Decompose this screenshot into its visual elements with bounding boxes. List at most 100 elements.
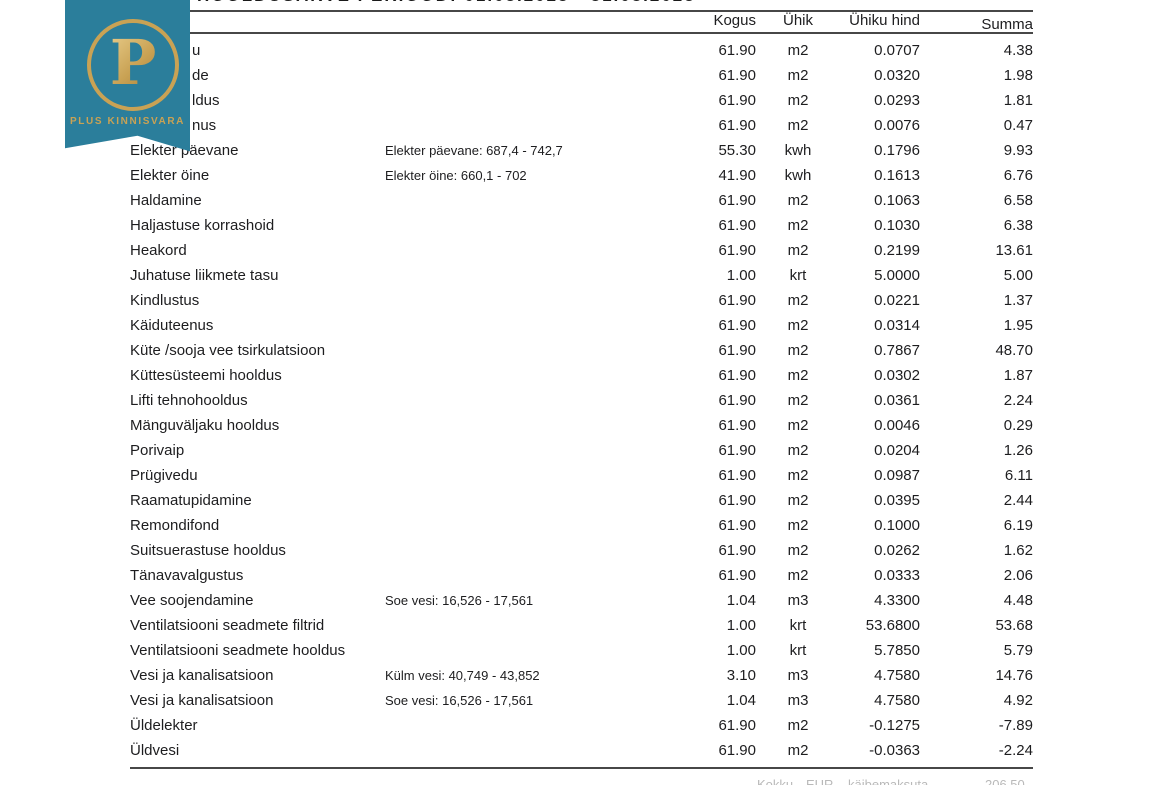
column-header-summa: Summa [981, 16, 1033, 33]
table-row: Prügivedu 61.90 m2 0.0987 6.11 [0, 463, 1170, 488]
cell-kogus: 61.90 [718, 392, 756, 409]
cell-uhiku-hind: 0.1613 [874, 167, 920, 184]
cell-uhik: m3 [787, 667, 809, 684]
cell-uhiku-hind: 0.0707 [874, 42, 920, 59]
table-header-row: Kogus Ühik Ühiku hind Summa [0, 12, 1170, 33]
table-top-divider [130, 10, 1033, 12]
cell-uhik: m2 [787, 467, 809, 484]
cell-summa: 0.47 [1003, 117, 1033, 134]
cell-uhiku-hind: 0.0262 [874, 542, 920, 559]
cell-kogus: 61.90 [718, 442, 756, 459]
cell-uhik: krt [789, 642, 807, 659]
cell-summa: 0.29 [1003, 417, 1033, 434]
table-row: Heakord 61.90 m2 0.2199 13.61 [0, 238, 1170, 263]
cell-summa: 53.68 [995, 617, 1033, 634]
row-label: u [192, 42, 201, 59]
cell-uhik: m2 [787, 117, 809, 134]
row-label: Elekter öine [130, 167, 210, 184]
cell-uhiku-hind: 0.0293 [874, 92, 920, 109]
cell-kogus: 1.00 [726, 267, 756, 284]
cell-uhiku-hind: 0.1063 [874, 192, 920, 209]
cell-summa: 1.81 [1003, 92, 1033, 109]
cell-summa: 4.92 [1003, 692, 1033, 709]
table-row: Remondifond 61.90 m2 0.1000 6.19 [0, 513, 1170, 538]
row-label: nus [192, 117, 217, 134]
table-row: nus 61.90 m2 0.0076 0.47 [0, 113, 1170, 138]
cell-uhik: m2 [787, 192, 809, 209]
cell-uhiku-hind: 0.0361 [874, 392, 920, 409]
cell-summa: 9.93 [1003, 142, 1033, 159]
cell-summa: 5.79 [1003, 642, 1033, 659]
cell-summa: 6.76 [1003, 167, 1033, 184]
row-meter-note: Külm vesi: 40,749 - 43,852 [385, 668, 540, 683]
clipped-footer-summary: Kokku EUR käibemaksuta 206.50 [0, 777, 1170, 785]
cell-kogus: 61.90 [718, 367, 756, 384]
row-meter-note: Soe vesi: 16,526 - 17,561 [385, 593, 534, 608]
cell-uhiku-hind: 0.1030 [874, 217, 920, 234]
row-label: Ventilatsiooni seadmete hooldus [130, 642, 346, 659]
cell-summa: 1.26 [1003, 442, 1033, 459]
cell-uhik: m3 [787, 592, 809, 609]
row-label: Haldamine [130, 192, 202, 209]
table-row: Elekter öine Elekter öine: 660,1 - 702 4… [0, 163, 1170, 188]
cell-uhik: m2 [787, 42, 809, 59]
cell-uhiku-hind: 53.6800 [865, 617, 920, 634]
row-label: Haljastuse korrashoid [130, 217, 275, 234]
cell-uhiku-hind: 5.7850 [874, 642, 920, 659]
cell-kogus: 61.90 [718, 67, 756, 84]
row-label: Üldelekter [130, 717, 198, 734]
table-row: Ventilatsiooni seadmete filtrid 1.00 krt… [0, 613, 1170, 638]
footer-fragment: Kokku [757, 777, 794, 785]
cell-summa: 1.87 [1003, 367, 1033, 384]
row-label: Mänguväljaku hooldus [130, 417, 280, 434]
cell-uhiku-hind: 0.0076 [874, 117, 920, 134]
table-row: Küttesüsteemi hooldus 61.90 m2 0.0302 1.… [0, 363, 1170, 388]
table-row: Porivaip 61.90 m2 0.0204 1.26 [0, 438, 1170, 463]
cell-summa: 48.70 [995, 342, 1033, 359]
row-label: Porivaip [130, 442, 185, 459]
row-label: Üldvesi [130, 742, 180, 759]
row-label: Kindlustus [130, 292, 200, 309]
cell-uhik: m2 [787, 542, 809, 559]
table-row: Vesi ja kanalisatsioon Külm vesi: 40,749… [0, 663, 1170, 688]
cell-uhiku-hind: 4.7580 [874, 692, 920, 709]
cell-kogus: 61.90 [718, 42, 756, 59]
table-row: Üldelekter 61.90 m2 -0.1275 -7.89 [0, 713, 1170, 738]
table-header-divider [130, 32, 1033, 34]
row-label: Remondifond [130, 517, 220, 534]
row-meter-note: Elekter öine: 660,1 - 702 [385, 168, 527, 183]
cell-kogus: 1.00 [726, 642, 756, 659]
footer-fragment: EUR [806, 777, 834, 785]
cell-kogus: 1.00 [726, 617, 756, 634]
cell-uhiku-hind: 4.3300 [874, 592, 920, 609]
table-row: Haljastuse korrashoid 61.90 m2 0.1030 6.… [0, 213, 1170, 238]
cell-summa: 2.24 [1003, 392, 1033, 409]
cell-summa: -2.24 [998, 742, 1033, 759]
row-label: de [192, 67, 209, 84]
cell-uhik: krt [789, 617, 807, 634]
row-label: Lifti tehnohooldus [130, 392, 248, 409]
cell-uhiku-hind: 0.1796 [874, 142, 920, 159]
cell-summa: 2.06 [1003, 567, 1033, 584]
cell-uhik: krt [789, 267, 807, 284]
row-label: ldus [192, 92, 220, 109]
cell-uhiku-hind: -0.0363 [869, 742, 920, 759]
cell-uhik: m3 [787, 692, 809, 709]
cell-kogus: 61.90 [718, 92, 756, 109]
column-header-uhiku-hind: Ühiku hind [849, 12, 920, 29]
cell-uhik: m2 [787, 367, 809, 384]
cell-uhik: m2 [787, 442, 809, 459]
row-label: Juhatuse liikmete tasu [130, 267, 279, 284]
row-meter-note: Soe vesi: 16,526 - 17,561 [385, 693, 534, 708]
cell-kogus: 61.90 [718, 542, 756, 559]
cell-uhiku-hind: 0.0320 [874, 67, 920, 84]
table-row: Lifti tehnohooldus 61.90 m2 0.0361 2.24 [0, 388, 1170, 413]
cell-uhiku-hind: 0.0046 [874, 417, 920, 434]
row-label: Küttesüsteemi hooldus [130, 367, 282, 384]
cell-uhik: m2 [787, 67, 809, 84]
cell-kogus: 61.90 [718, 742, 756, 759]
cell-uhik: m2 [787, 492, 809, 509]
clipped-page-header: HOOLDUSARVE PERIOOD: 01.03.2023 - 31.03.… [197, 0, 777, 8]
cell-uhiku-hind: 0.0302 [874, 367, 920, 384]
table-row: Vee soojendamine Soe vesi: 16,526 - 17,5… [0, 588, 1170, 613]
